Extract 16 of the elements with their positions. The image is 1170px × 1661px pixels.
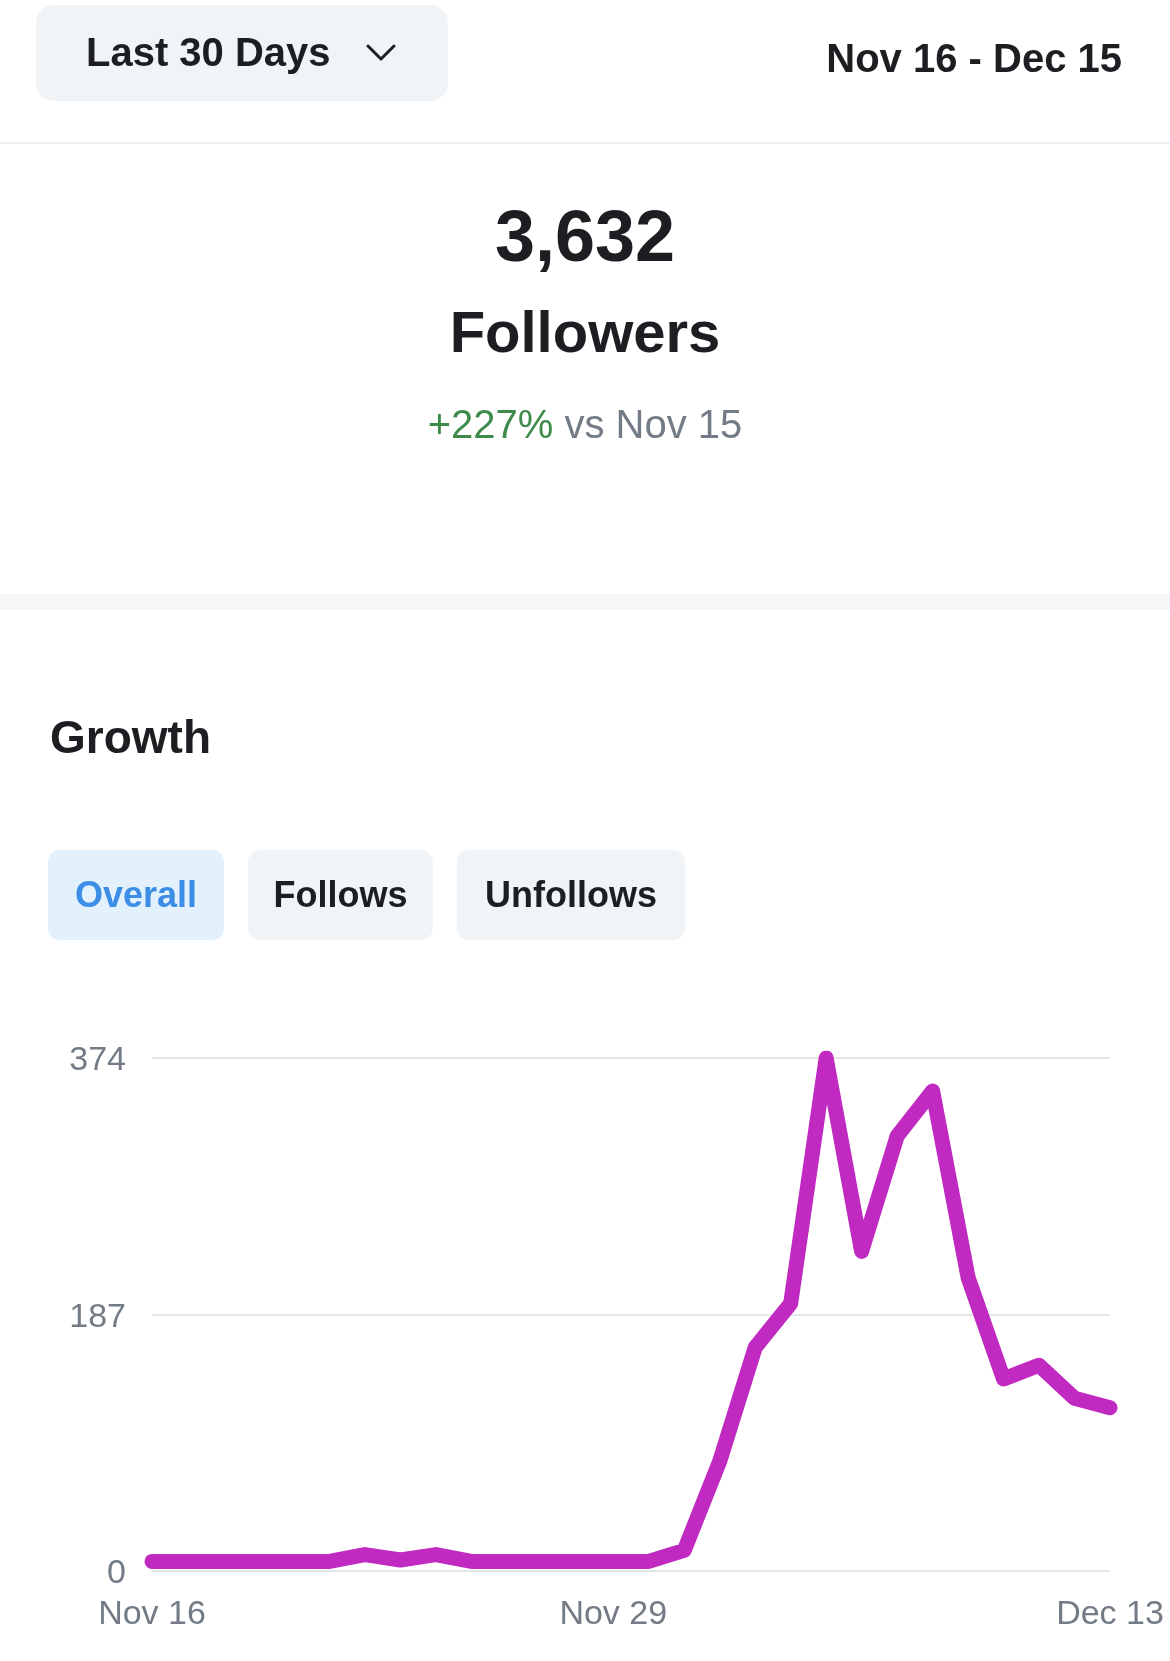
text: Nov 16 - Dec 15	[826, 36, 1122, 81]
x-tick-label: Nov 29	[559, 1593, 668, 1631]
text: 3,632	[493, 195, 677, 277]
y-tick-label: 187	[69, 1295, 126, 1334]
y-tick-label: 374	[69, 1039, 126, 1077]
text: Followers	[448, 298, 722, 365]
text: Last 30 Days	[86, 30, 331, 75]
text: Follows	[248, 850, 433, 940]
x-tick-label: Dec 13	[1056, 1593, 1164, 1631]
text: vs Nov 15	[563, 402, 743, 446]
text: +227%	[427, 402, 554, 446]
y-tick-label: 0	[107, 1552, 126, 1590]
text: Overall	[48, 850, 224, 940]
chart-title: Growth	[50, 710, 211, 764]
x-tick-label: Nov 16	[98, 1593, 206, 1631]
text: Unfollows	[457, 850, 685, 940]
